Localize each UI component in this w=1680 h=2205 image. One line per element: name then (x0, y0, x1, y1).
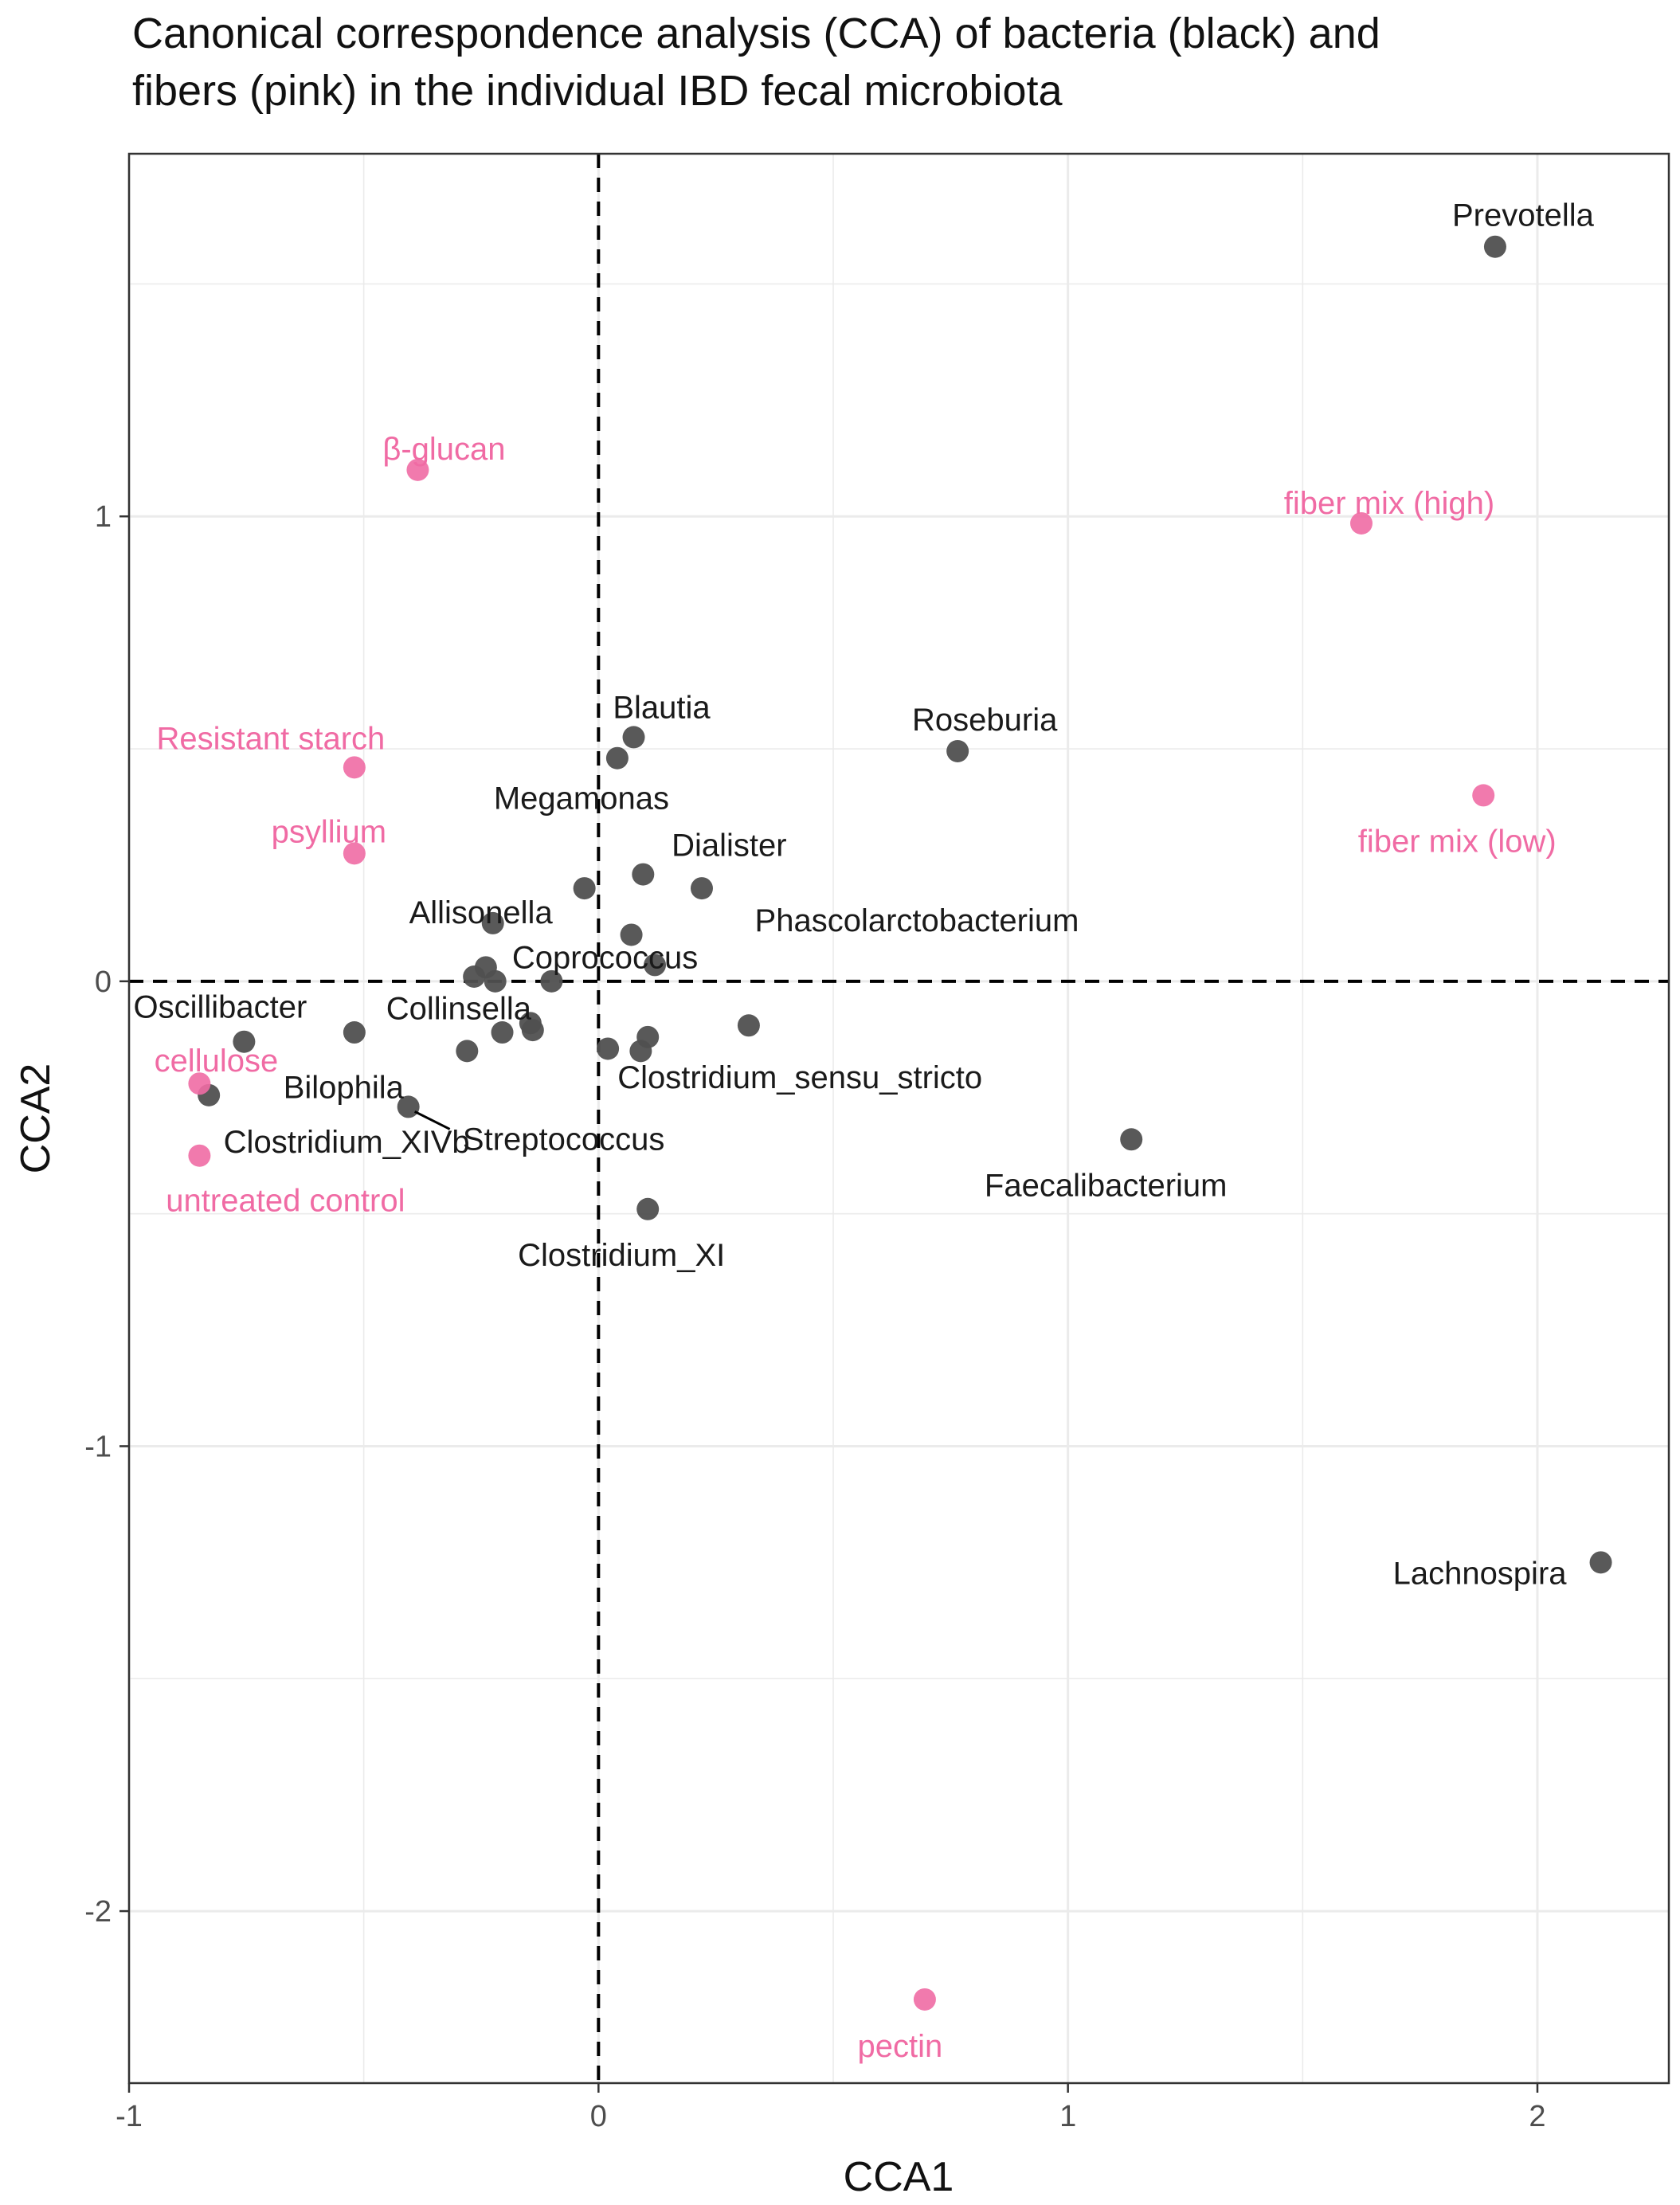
fibers-point-cellulose (188, 1072, 211, 1095)
fibers-label-fiber-mix-high: fiber mix (high) (1284, 486, 1495, 521)
x-tick-label: 0 (590, 2100, 607, 2133)
x-tick-label: 2 (1529, 2100, 1545, 2133)
bacteria-label-coprococcus: Coprococcus (512, 940, 698, 975)
bacteria-point-unlabeled-13 (540, 969, 563, 993)
bacteria-point-unlabeled-15 (343, 1021, 366, 1044)
data-points (188, 235, 1612, 2011)
x-tick-label: -1 (116, 2100, 143, 2133)
bacteria-label-blautia: Blautia (613, 690, 711, 725)
bacteria-point-blautia (622, 726, 645, 749)
y-axis-title: CCA2 (13, 1063, 59, 1174)
bacteria-point-oscillibacter (233, 1030, 256, 1053)
fibers-label-cellulose: cellulose (155, 1044, 279, 1079)
fibers-point-pectin (913, 1988, 936, 2011)
bacteria-label-prevotella: Prevotella (1452, 198, 1595, 233)
bacteria-label-clostridium-xivb: Clostridium_XIVb (224, 1125, 470, 1160)
bacteria-point-streptococcus (397, 1095, 420, 1118)
bacteria-label-allisonella: Allisonella (409, 895, 554, 930)
fibers-point-untreated-control (188, 1144, 211, 1167)
bacteria-label-bilophila: Bilophila (284, 1070, 405, 1105)
bacteria-label-clostridium-xi: Clostridium_XI (518, 1238, 725, 1273)
y-tick-label: -1 (84, 1430, 112, 1463)
fibers-point-glucan (406, 458, 429, 481)
bacteria-point-faecalibacterium (1120, 1128, 1143, 1151)
bacteria-label-clostridium-sensu-stricto: Clostridium_sensu_stricto (617, 1060, 982, 1095)
bacteria-point-unlabeled-17 (521, 1019, 544, 1042)
bacteria-point-roseburia (946, 739, 969, 762)
bacteria-point-unlabeled-23 (597, 1037, 620, 1060)
bacteria-point-phascolarctobacterium (690, 877, 713, 900)
bacteria-point-megamonas (605, 746, 629, 770)
bacteria-point-unlabeled-8 (644, 954, 667, 977)
axes: -1 0 1 2 -2 -1 0 1 (84, 500, 1545, 2133)
plot-panel-border (127, 152, 1670, 2085)
bacteria-label-roseburia: Roseburia (912, 703, 1058, 738)
bacteria-label-collinsella: Collinsella (386, 991, 532, 1026)
bacteria-label-faecalibacterium: Faecalibacterium (985, 1168, 1228, 1203)
fibers-label-resistant-starch: Resistant starch (156, 721, 385, 756)
point-labels: Prevotella Roseburia Blautia MegamonasDiali… (133, 198, 1594, 2064)
bacteria-point-coprococcus (620, 923, 643, 946)
x-tick-label: 1 (1059, 2100, 1076, 2133)
bacteria-point-unlabeled-18 (491, 1021, 514, 1044)
grid-layer (127, 154, 1669, 2083)
bacteria-label-oscillibacter: Oscillibacter (133, 990, 307, 1025)
streptococcus-leader-line (413, 1110, 451, 1130)
fibers-point-fiber-mix-high (1349, 511, 1373, 535)
bacteria-point-unlabeled-12 (484, 969, 507, 993)
bacteria-point-bilophila (456, 1040, 479, 1063)
fibers-label-glucan: β-glucan (382, 432, 505, 467)
y-tick-label: -2 (84, 1895, 112, 1929)
bacteria-label-streptococcus: Streptococcus (463, 1122, 664, 1157)
bacteria-point-unlabeled-11 (463, 965, 486, 988)
chart-title: Canonical correspondence analysis (CCA) … (132, 5, 1646, 119)
bacteria-point-dialister (632, 863, 655, 886)
chart-title-line-2: fibers (pink) in the individual IBD feca… (132, 67, 1063, 115)
bacteria-point-allisonella (573, 877, 596, 900)
bacteria-label-megamonas: Megamonas (494, 781, 669, 817)
fibers-label-pectin: pectin (858, 2029, 943, 2064)
fibers-label-psyllium: psyllium (272, 814, 386, 849)
fibers-label-untreated-control: untreated control (166, 1184, 405, 1219)
chart-title-line-1: Canonical correspondence analysis (CCA) … (132, 10, 1380, 57)
y-tick-label: 0 (95, 965, 112, 999)
bacteria-point-unlabeled-9 (481, 911, 504, 934)
fibers-label-fiber-mix-low: fiber mix (low) (1358, 824, 1557, 859)
bacteria-point-clostridium-xi (636, 1197, 660, 1220)
bacteria-label-dialister: Dialister (672, 828, 786, 864)
fibers-point-fiber-mix-low (1472, 784, 1495, 807)
fibers-point-resistant-starch (343, 756, 366, 779)
fibers-point-psyllium (343, 842, 366, 865)
bacteria-point-prevotella (1483, 235, 1506, 258)
reference-lines (129, 154, 1669, 2083)
bacteria-label-lachnospira: Lachnospira (1393, 1556, 1568, 1591)
bacteria-point-unlabeled-24 (629, 1040, 652, 1063)
bacteria-label-phascolarctobacterium: Phascolarctobacterium (755, 903, 1079, 938)
y-tick-label: 1 (95, 500, 112, 534)
bacteria-point-unlabeled-25 (737, 1014, 760, 1037)
x-axis-title: CCA1 (844, 2154, 954, 2200)
bacteria-point-lachnospira (1589, 1551, 1612, 1574)
